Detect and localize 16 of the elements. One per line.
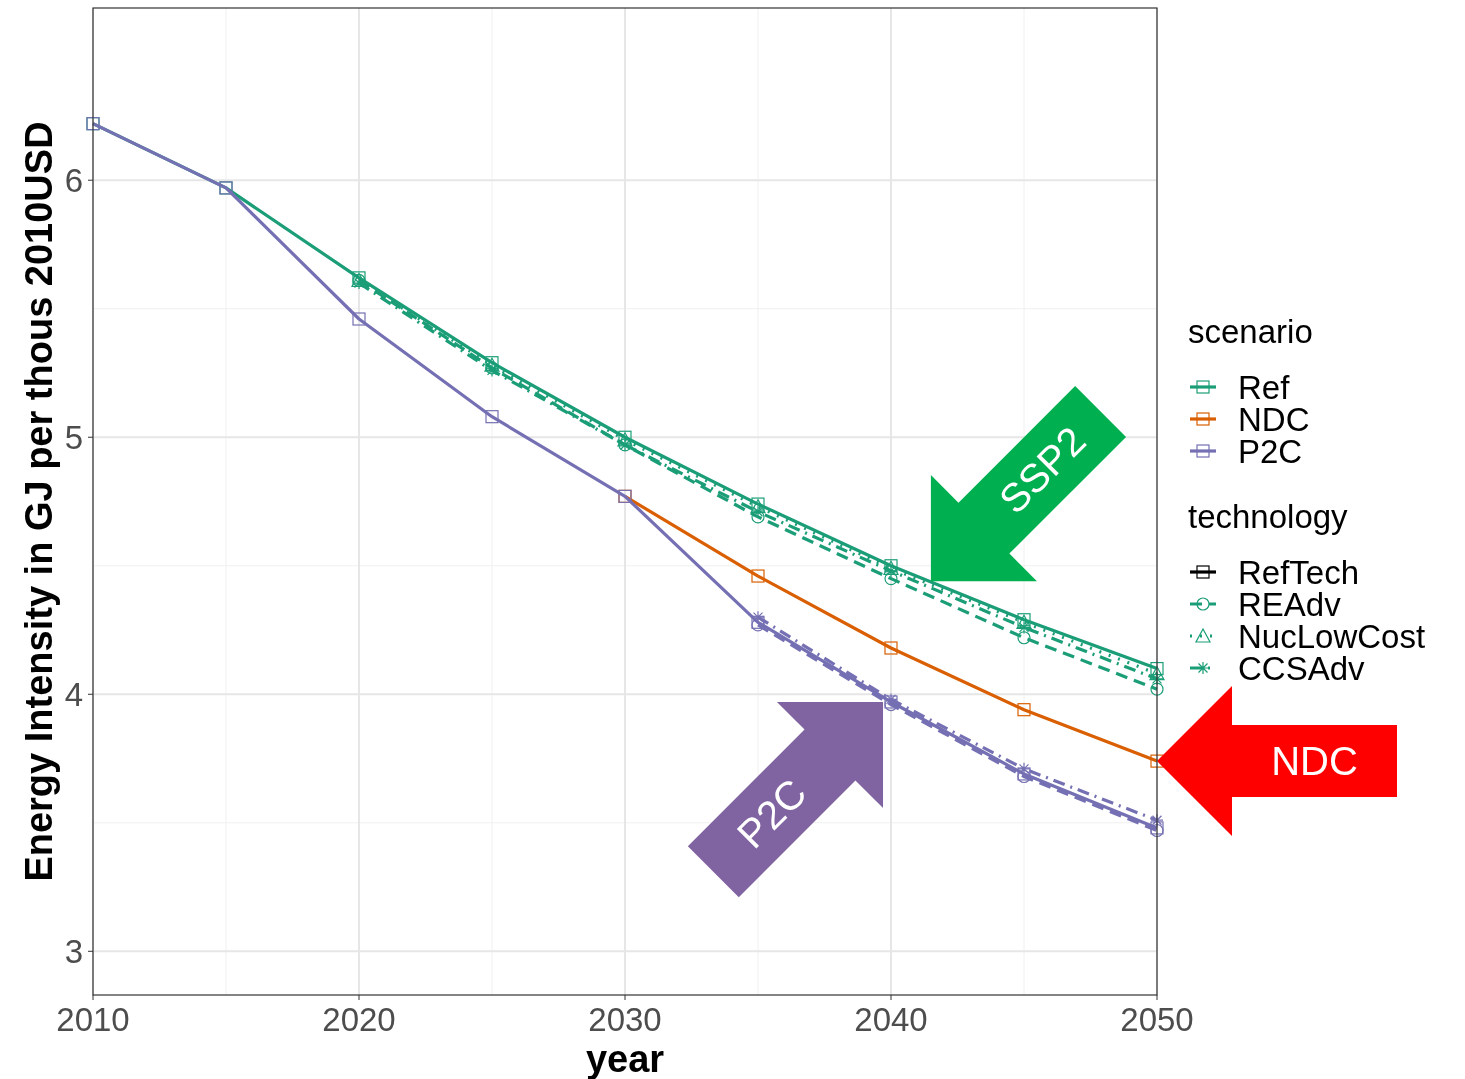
text: technology: [1188, 498, 1348, 535]
x-tick-label: 2010: [56, 1001, 130, 1038]
y-tick-label: 5: [64, 418, 83, 456]
x-tick-label: 2040: [854, 1001, 928, 1038]
arrow-icon: NDC: [1157, 686, 1397, 837]
y-tick-label: 4: [64, 675, 83, 713]
y-tick-label: 6: [64, 161, 83, 199]
text: scenario: [1188, 313, 1313, 350]
y-axis-title: Energy Intensity in GJ per thous 2010USD: [18, 121, 60, 882]
x-tick-label: 2050: [1120, 1001, 1194, 1038]
annotation: P2C: [728, 770, 815, 857]
x-tick-label: 2020: [322, 1001, 396, 1038]
annotation: NDC: [1271, 739, 1358, 784]
y-tick-label: 3: [64, 932, 83, 970]
x-tick-label: 2030: [588, 1001, 662, 1038]
arrow-icon: P2C: [687, 702, 883, 898]
